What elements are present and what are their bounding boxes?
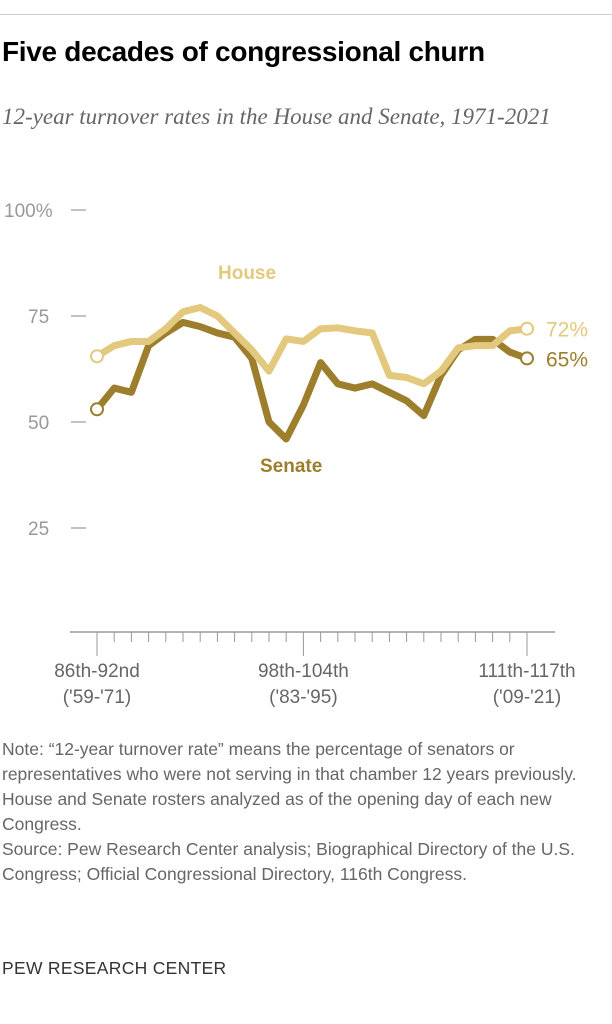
brand-logo-text: PEW RESEARCH CENTER	[2, 958, 227, 978]
end-value-label: 72%	[546, 319, 588, 342]
top-rule	[0, 14, 612, 15]
data-point-marker	[90, 349, 104, 364]
x-tick-label: 111th-117th	[478, 661, 575, 682]
x-tick-label: 98th-104th	[258, 661, 349, 682]
note: Note: “12-year turnover rate” means the …	[2, 739, 577, 834]
x-tick-label: ('59-'71)	[63, 687, 132, 708]
note-text: Note: “12-year turnover rate” means the …	[2, 737, 602, 887]
x-tick-label: 86th-92nd	[54, 661, 140, 682]
series-label-house: House	[218, 263, 276, 284]
series-line-house	[95, 304, 528, 388]
y-tick-label: 25	[28, 519, 49, 540]
data-point-marker	[520, 321, 534, 336]
data-point-marker	[520, 351, 534, 366]
y-tick-label: 50	[28, 413, 49, 434]
chart-title: Five decades of congressional churn	[2, 36, 485, 67]
chart-subtitle: 12-year turnover rates in the House and …	[2, 104, 551, 129]
source: Source: Pew Research Center analysis; Bi…	[2, 839, 575, 884]
data-point-marker	[90, 402, 104, 417]
x-tick-label: ('09-'21)	[493, 687, 562, 708]
series-label-senate: Senate	[260, 456, 322, 477]
line-chart: 100% 75 50 25 86th-92nd ('59-'71) 98th-104th ('…	[4, 201, 588, 708]
y-tick-label: 75	[28, 307, 49, 328]
series-line-senate	[94, 318, 529, 443]
x-tick-label: ('83-'95)	[269, 687, 338, 708]
y-tick-label: 100%	[4, 201, 53, 222]
end-value-label: 65%	[546, 348, 588, 371]
